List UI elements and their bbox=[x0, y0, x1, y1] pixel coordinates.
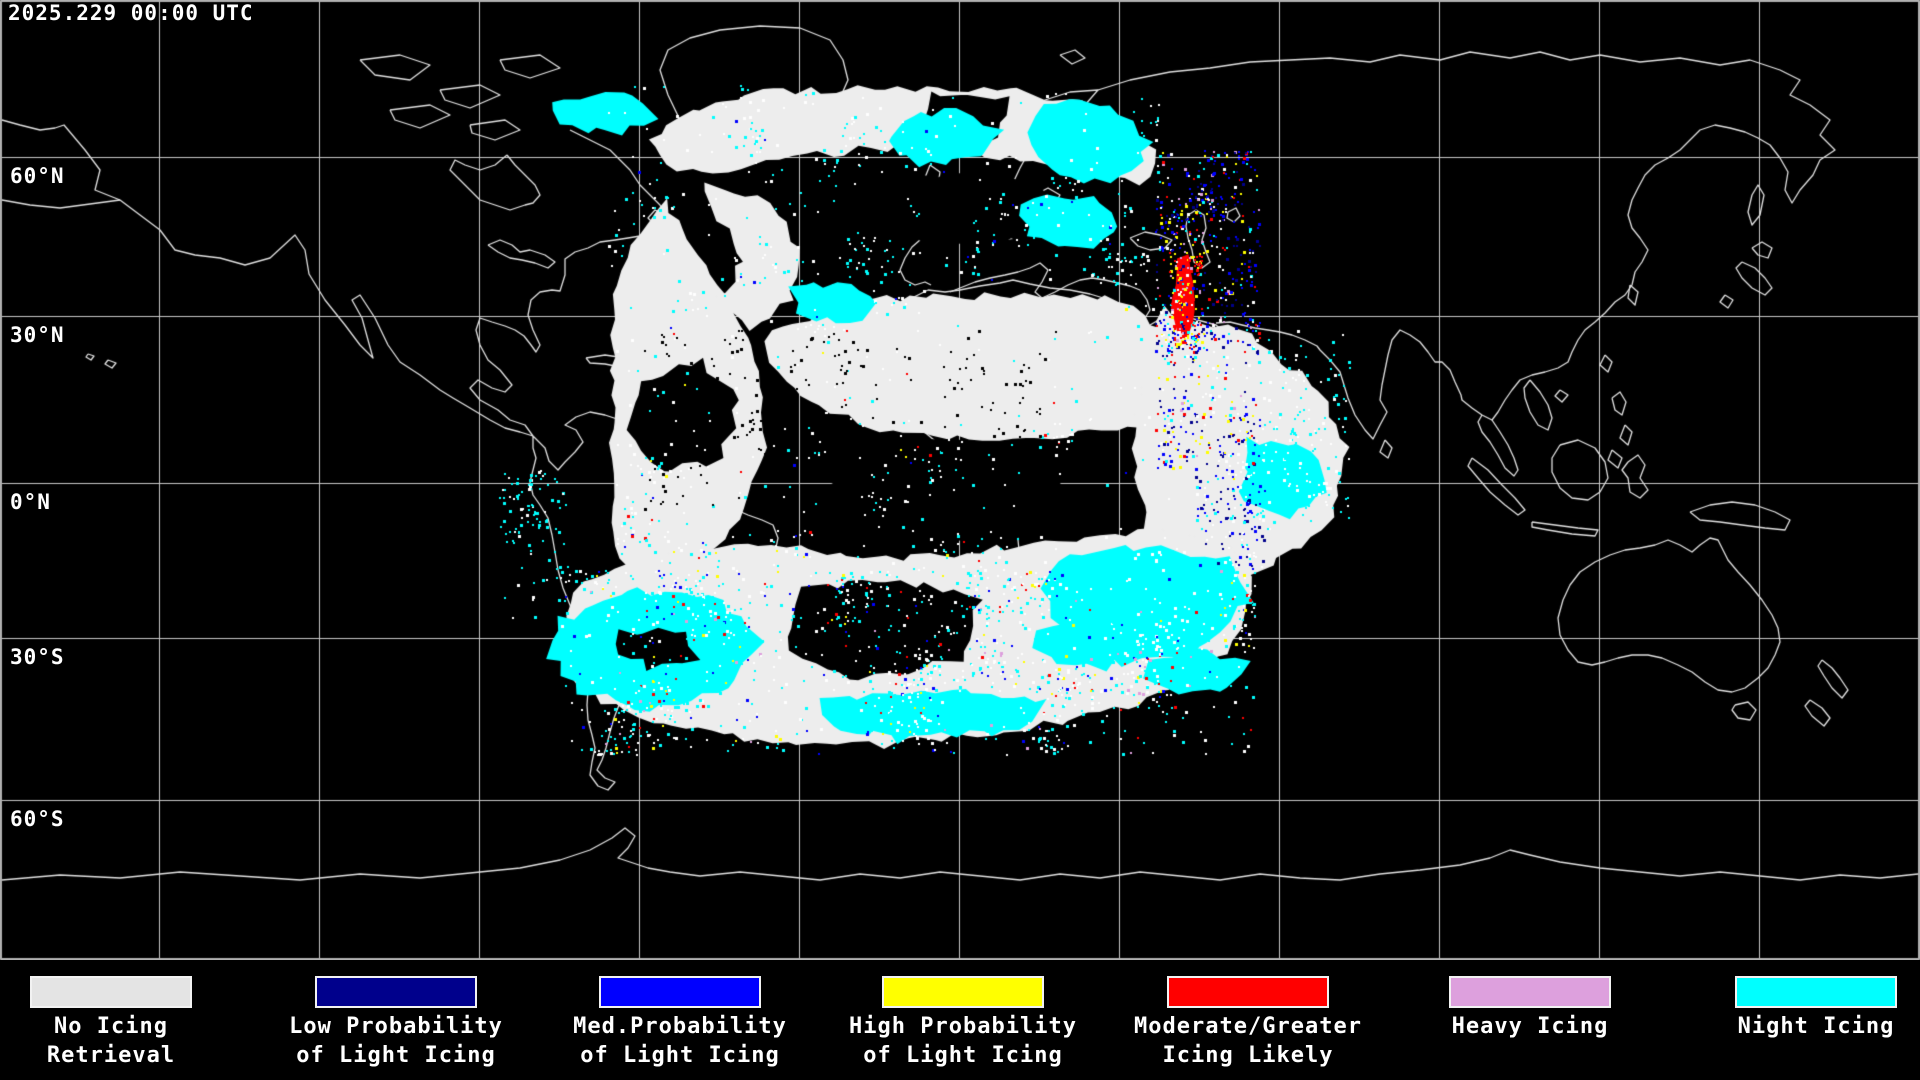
legend-swatch-moderate-greater-icing bbox=[1167, 976, 1329, 1008]
legend-swatch-no-icing-retrieval bbox=[30, 976, 192, 1008]
lat-label-0N: 0°N bbox=[10, 490, 51, 514]
lat-label-60S: 60°S bbox=[10, 807, 65, 831]
legend-label-high-prob-light-icing: High Probability of Light Icing bbox=[849, 1014, 1077, 1068]
timestamp: 2025.229 00:00 UTC bbox=[8, 1, 254, 25]
legend-label-med-prob-light-icing: Med.Probability of Light Icing bbox=[573, 1014, 787, 1068]
legend-label-no-icing-retrieval: No Icing Retrieval bbox=[46, 1014, 176, 1068]
lat-label-60N: 60°N bbox=[10, 164, 65, 188]
world-map-canvas bbox=[0, 0, 1920, 960]
legend-swatch-med-prob-light-icing bbox=[599, 976, 761, 1008]
legend-bar: No Icing Retrieval Low Probability of Lig… bbox=[0, 960, 1920, 1080]
legend-swatch-night-icing bbox=[1735, 976, 1897, 1008]
legend-label-low-prob-light-icing: Low Probability of Light Icing bbox=[289, 1014, 503, 1068]
legend-label-night-icing: Night Icing bbox=[1737, 1014, 1895, 1039]
legend-swatch-low-prob-light-icing bbox=[315, 976, 477, 1008]
lat-label-30S: 30°S bbox=[10, 645, 65, 669]
legend-label-moderate-greater-icing: Moderate/Greater Icing Likely bbox=[1134, 1014, 1362, 1068]
lat-label-30N: 30°N bbox=[10, 323, 65, 347]
legend-swatch-heavy-icing bbox=[1449, 976, 1611, 1008]
legend-label-heavy-icing: Heavy Icing bbox=[1451, 1014, 1609, 1039]
legend-swatch-high-prob-light-icing bbox=[882, 976, 1044, 1008]
